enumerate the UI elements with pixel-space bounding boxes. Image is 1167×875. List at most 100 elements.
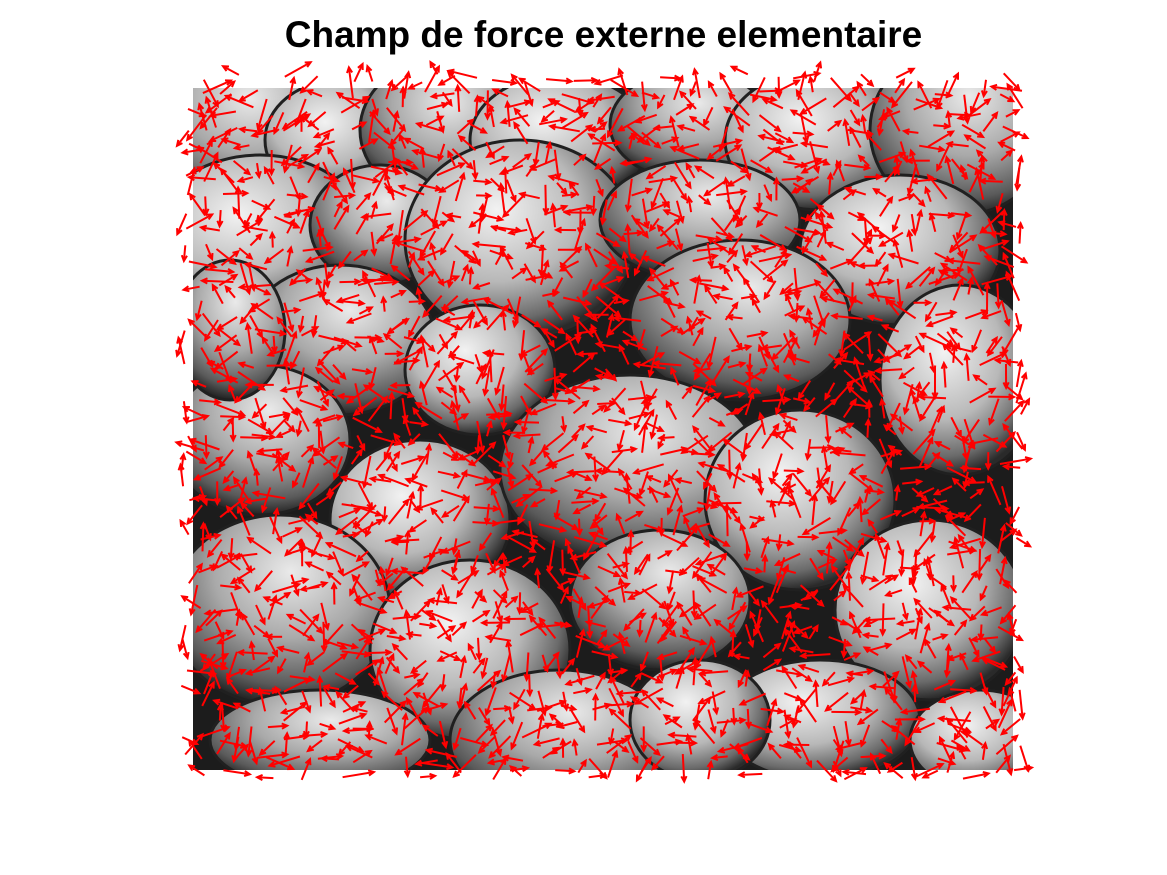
vector-arrow xyxy=(618,345,630,365)
vector-arrowhead xyxy=(633,422,641,432)
vector-arrow xyxy=(575,634,605,648)
vector-arrowhead xyxy=(703,118,710,128)
vector-arrow xyxy=(411,659,427,674)
vector-arrow xyxy=(401,160,418,170)
vector-arrowhead xyxy=(978,161,985,170)
vector-arrowhead xyxy=(511,320,519,329)
vector-arrow xyxy=(417,270,435,287)
vector-arrowhead xyxy=(330,455,339,463)
vector-arrowhead xyxy=(403,769,411,779)
vector-arrowhead xyxy=(529,500,538,508)
vector-arrowhead xyxy=(844,563,852,572)
vector-arrowhead xyxy=(312,613,320,622)
vector-arrow xyxy=(946,752,955,773)
vector-arrow xyxy=(996,192,1004,212)
vector-arrow xyxy=(420,774,436,779)
vector-arrow xyxy=(882,544,889,576)
vector-arrowhead xyxy=(213,344,222,353)
vector-arrow xyxy=(554,621,571,627)
vector-arrowhead xyxy=(337,441,346,449)
vector-arrowhead xyxy=(929,534,937,544)
vector-arrow xyxy=(782,337,798,364)
vector-arrowhead xyxy=(564,679,573,687)
vector-arrowhead xyxy=(839,527,848,535)
vector-arrowhead xyxy=(786,136,795,144)
vector-arrowhead xyxy=(225,676,234,685)
vector-arrow xyxy=(412,408,423,421)
vector-arrow xyxy=(828,173,832,195)
vector-arrow xyxy=(913,686,917,703)
vector-arrow xyxy=(213,699,239,710)
vector-arrow xyxy=(513,530,538,539)
vector-arrow xyxy=(616,514,626,535)
vector-arrowhead xyxy=(594,514,602,523)
vector-arrow xyxy=(355,591,376,601)
vector-arrow xyxy=(1015,373,1027,404)
vector-arrow xyxy=(961,571,978,594)
vector-arrowhead xyxy=(743,553,751,562)
vector-arrowhead xyxy=(813,278,822,287)
vector-arrow xyxy=(352,706,368,713)
vector-arrowhead xyxy=(313,141,322,149)
vector-arrowhead xyxy=(461,469,468,478)
vector-arrow xyxy=(226,506,238,520)
vector-arrow xyxy=(686,317,694,336)
vector-arrowhead xyxy=(490,680,498,690)
vector-arrow xyxy=(282,397,298,415)
vector-arrowhead xyxy=(562,585,569,595)
vector-arrow xyxy=(268,412,289,419)
vector-arrowhead xyxy=(825,222,834,230)
vector-arrow xyxy=(316,380,329,406)
vector-arrowhead xyxy=(579,217,587,227)
vector-arrowhead xyxy=(645,172,654,180)
vector-arrowhead xyxy=(289,75,297,85)
vector-arrow xyxy=(917,81,933,109)
vector-arrowhead xyxy=(706,563,715,571)
vector-arrowhead xyxy=(447,149,454,158)
vector-arrow xyxy=(999,558,1007,585)
vector-arrowhead xyxy=(925,573,935,581)
vector-arrow xyxy=(708,431,733,452)
vector-arrow xyxy=(317,345,335,366)
vector-arrowhead xyxy=(199,277,208,285)
vector-arrowhead xyxy=(310,511,318,520)
vector-arrowhead xyxy=(559,116,568,124)
vector-arrowhead xyxy=(740,166,749,174)
vector-arrow xyxy=(1018,689,1024,719)
vector-arrow xyxy=(675,103,694,116)
vector-arrow xyxy=(715,231,734,238)
vector-arrowhead xyxy=(760,330,769,338)
vector-arrow xyxy=(888,299,917,320)
vector-arrow xyxy=(548,540,556,572)
vector-arrowhead xyxy=(616,124,625,132)
vector-arrowhead xyxy=(738,361,747,368)
vector-arrow xyxy=(995,359,1019,364)
vector-arrowhead xyxy=(527,435,535,444)
vector-arrowhead xyxy=(452,742,460,751)
vector-arrow xyxy=(204,435,208,458)
vector-arrow xyxy=(273,111,285,134)
vector-arrow xyxy=(474,315,487,328)
vector-arrowhead xyxy=(313,162,320,171)
vector-arrow xyxy=(504,596,518,608)
vector-arrowhead xyxy=(656,425,665,432)
vector-arrow xyxy=(796,737,812,767)
vector-arrow xyxy=(547,300,563,321)
vector-arrowhead xyxy=(196,732,204,741)
vector-arrowhead xyxy=(463,495,470,504)
vector-arrowhead xyxy=(244,381,253,389)
vector-arrow xyxy=(667,591,676,610)
vector-arrow xyxy=(222,138,241,146)
vector-arrowhead xyxy=(944,514,953,523)
vector-arrowhead xyxy=(832,449,841,457)
vector-arrowhead xyxy=(429,60,436,69)
vector-arrowhead xyxy=(404,70,412,79)
vector-arrow xyxy=(370,434,401,445)
vector-arrowhead xyxy=(407,83,416,90)
vector-arrow xyxy=(254,570,273,591)
vector-arrowhead xyxy=(474,446,482,455)
vector-arrow xyxy=(422,361,440,390)
vector-arrowhead xyxy=(912,507,921,514)
vector-arrow xyxy=(229,538,234,559)
vector-arrowhead xyxy=(799,697,807,706)
